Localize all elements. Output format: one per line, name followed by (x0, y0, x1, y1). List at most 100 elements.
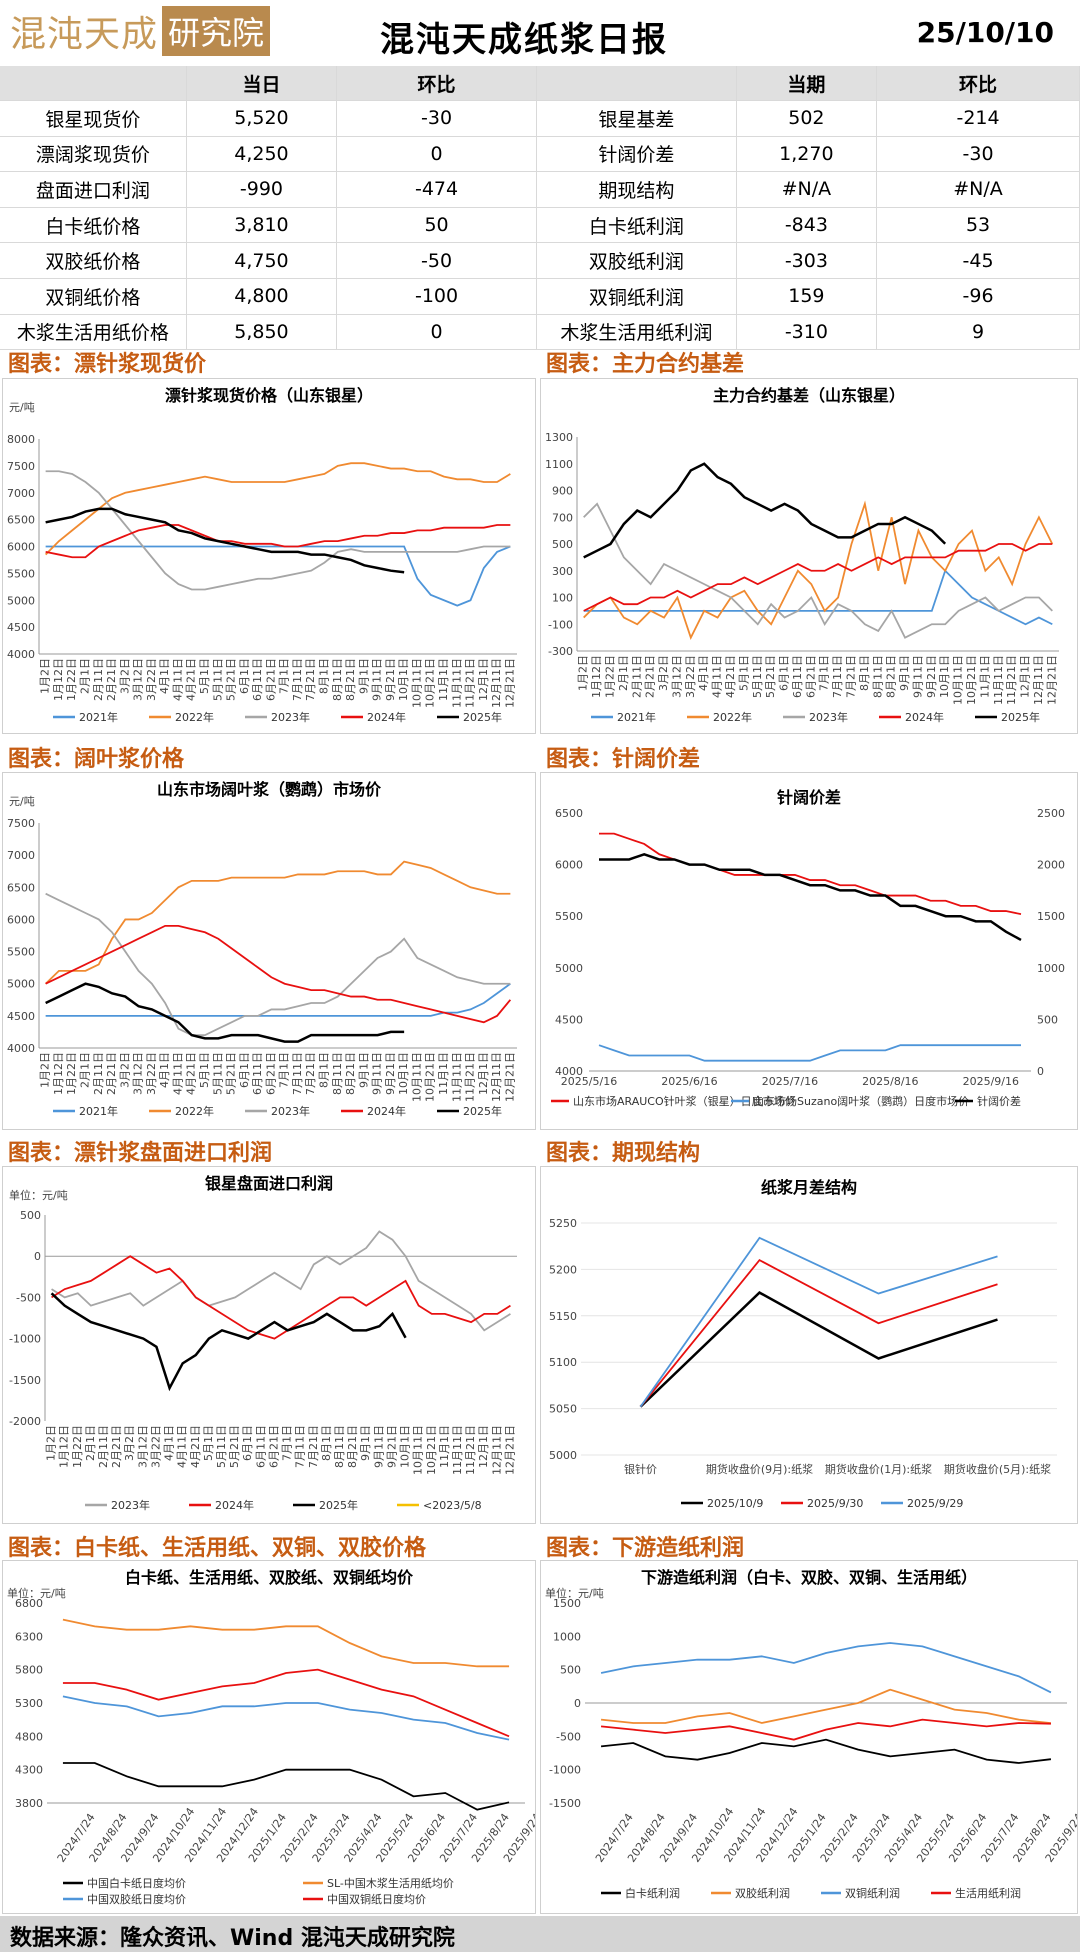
y-tick-label: 5800 (15, 1664, 43, 1677)
x-tick-label: 6月21日 (264, 1052, 277, 1095)
legend-label: 2023年 (809, 710, 848, 724)
y-tick-label: -1000 (549, 1764, 581, 1777)
legend-label: 2022年 (175, 1104, 214, 1118)
series-line (51, 1230, 511, 1332)
series-line (44, 462, 511, 556)
x-tick-label: 4月11日 (171, 658, 184, 701)
header: 混沌天成 研究院 混沌天成纸浆日报 25/10/10 (0, 0, 1080, 66)
series-line (583, 500, 1054, 640)
legend-label: 2021年 (79, 710, 118, 724)
table-cell: 50 (336, 207, 537, 244)
x-tick-label: 9月1日 (898, 655, 911, 691)
y-tick-label: 5200 (549, 1263, 577, 1276)
legend-label: 2022年 (175, 710, 214, 724)
y-tick-label: 4300 (15, 1764, 43, 1777)
table-header-cell (0, 66, 187, 101)
x-tick-label: 2月21日 (110, 1425, 123, 1468)
x-tick-label: 3月12日 (670, 655, 683, 698)
legend-label: 2025/9/29 (907, 1497, 963, 1510)
x-tick-label: 2月21日 (644, 655, 657, 698)
chart-panel: 银星盘面进口利润 单位：元/吨 500 0 -500 -1000 -1500 -2000 1月2… (2, 1166, 536, 1524)
chart-panel: 下游造纸利润（白卡、双胶、双铜、生活用纸） 单位：元/吨 1500 1000 500 0 -… (540, 1560, 1078, 1914)
x-tick-label: 11月1日 (438, 1425, 451, 1468)
table-cell: -214 (876, 100, 1080, 137)
table-cell: -50 (336, 242, 537, 279)
y-tick-label: 5000 (7, 594, 35, 607)
x-category-label: 期货收盘价(5月):纸浆 (944, 1462, 1051, 1476)
x-tick-label: 9月11日 (371, 1052, 384, 1095)
y-tick-label: 7000 (7, 487, 35, 500)
x-tick-label: 7月21日 (304, 1052, 317, 1095)
table-cell: 白卡纸价格 (0, 207, 187, 244)
table-row: 双铜纸价格 4,800 -100 双铜纸利润 159 -96 (0, 278, 1080, 315)
table-cell: 双铜纸利润 (535, 278, 737, 315)
y-tick-label: 4000 (7, 1042, 35, 1055)
y2-tick-label: 1000 (1037, 962, 1065, 975)
y-tick-label: 4800 (15, 1730, 43, 1743)
x-tick-label: 8月21日 (885, 655, 898, 698)
y-tick-label: 1300 (545, 431, 573, 444)
y-tick-label: 7000 (7, 849, 35, 862)
table-cell: 双铜纸价格 (0, 278, 187, 315)
x-tick-label: 5月21日 (225, 658, 238, 701)
section-title: 图表：下游造纸利润 (546, 1535, 745, 1561)
legend-label: 2024年 (367, 1104, 406, 1118)
x-tick-label: 1月12日 (58, 1425, 71, 1468)
x-tick-label: 9月11日 (372, 1425, 385, 1468)
x-tick-label: 3月2日 (118, 658, 131, 694)
x-tick-label: 2月11日 (92, 1052, 105, 1095)
x-tick-label: 2月21日 (105, 658, 118, 701)
table-cell: -303 (736, 242, 878, 279)
x-tick-label: 8月21日 (346, 1425, 359, 1468)
x-tick-label: 10月11日 (410, 658, 423, 708)
table-cell: 4,750 (186, 242, 338, 279)
legend-label: 2025/10/9 (707, 1497, 763, 1510)
x-tick-label: 10月21日 (424, 1052, 437, 1102)
table-row: 漂阔浆现货价 4,250 0 针阔价差 1,270 -30 (0, 136, 1080, 173)
legend-label: 2025年 (319, 1498, 358, 1512)
series-line (62, 1762, 510, 1811)
x-tick-label: 8月1日 (320, 1425, 333, 1461)
x-tick-label: 8月1日 (858, 655, 871, 691)
chart-title: 纸浆月差结构 (761, 1178, 857, 1197)
table-cell: 银星现货价 (0, 100, 187, 137)
legend-label: 2022年 (713, 710, 752, 724)
legend-label: 生活用纸利润 (955, 1886, 1021, 1900)
x-tick-label: 12月11日 (490, 1052, 503, 1102)
table-cell: 502 (736, 100, 878, 137)
x-tick-label: 5月1日 (737, 655, 750, 691)
x-tick-label: 1月22日 (65, 1052, 78, 1095)
y-axis-unit: 单位：元/吨 (545, 1586, 604, 1600)
table-cell: 159 (736, 278, 878, 315)
x-tick-label: 7月1日 (278, 1052, 291, 1088)
legend-label: 双胶纸利润 (735, 1886, 790, 1900)
x-tick-label: 7月1日 (281, 1425, 294, 1461)
x-tick-label: 11月1日 (437, 658, 450, 701)
legend-label: 白卡纸利润 (625, 1886, 680, 1900)
x-tick-label: 4月11日 (176, 1425, 189, 1468)
series-line (639, 1236, 998, 1408)
legend-label: 2023年 (111, 1498, 150, 1512)
x-tick-label: 8月21日 (344, 1052, 357, 1095)
y-tick-label: 5000 (549, 1449, 577, 1462)
series-line (598, 1044, 1021, 1062)
legend-label: <2023/5/8 (423, 1499, 482, 1512)
x-tick-label: 1月22日 (65, 658, 78, 701)
legend-label: 中国双胶纸日度均价 (87, 1892, 186, 1906)
x-tick-label: 3月12日 (132, 658, 145, 701)
table-cell: -30 (876, 136, 1080, 173)
x-tick-label: 8月11日 (871, 655, 884, 698)
chart-title: 银星盘面进口利润 (205, 1174, 333, 1193)
y-tick-label: 7500 (7, 460, 35, 473)
table-cell: 0 (336, 314, 537, 351)
table-cell: 5,850 (186, 314, 338, 351)
chart-title: 漂针浆现货价格（山东银星） (165, 386, 373, 405)
page-title: 混沌天成纸浆日报 (380, 20, 668, 60)
x-tick-label: 12月21日 (503, 1425, 516, 1475)
x-tick-label: 5月1日 (198, 658, 211, 694)
table-row: 银星现货价 5,520 -30 银星基差 502 -214 (0, 100, 1080, 137)
y-tick-label: 5050 (549, 1403, 577, 1416)
